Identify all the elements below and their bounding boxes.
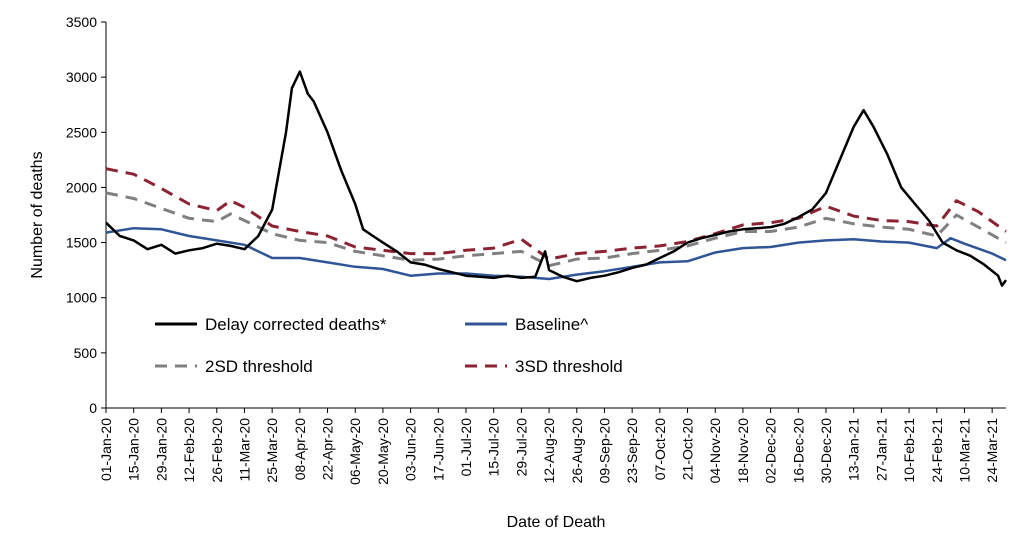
x-tick-label: 10-Mar-21 [956, 418, 972, 483]
y-tick-label: 3000 [66, 69, 97, 85]
legend: Delay corrected deaths* Baseline^ 2SD thre… [155, 315, 623, 376]
series-layer [105, 70, 1008, 287]
y-tick-label: 500 [74, 345, 98, 361]
y-tick-label: 2000 [66, 179, 97, 195]
x-tick-label: 03-Jun-20 [403, 418, 419, 481]
legend-label: Baseline^ [515, 315, 588, 334]
y-axis-title: Number of deaths [29, 151, 46, 278]
y-tick-label: 1500 [66, 235, 97, 251]
legend-label: 3SD threshold [515, 357, 623, 376]
legend-label: Delay corrected deaths* [205, 315, 387, 334]
x-tick-label: 26-Aug-20 [569, 418, 585, 484]
series-line-3 [105, 191, 1007, 268]
x-tick-label: 30-Dec-20 [818, 418, 834, 484]
x-tick-label: 15-Jan-20 [126, 418, 142, 481]
x-tick-label: 11-Mar-20 [236, 418, 252, 482]
x-tick-label: 01-Jan-20 [98, 418, 114, 481]
x-tick-label: 09-Sep-20 [596, 418, 612, 484]
series-line-2 [105, 226, 1007, 281]
x-tick-label: 24-Mar-21 [984, 418, 1000, 483]
x-tick-label: 18-Nov-20 [735, 418, 751, 484]
x-tick-label: 22-Apr-20 [320, 418, 336, 480]
x-tick-label: 25-Mar-20 [264, 418, 280, 483]
x-tick-label: 20-May-20 [375, 418, 391, 485]
x-tick-label: 24-Feb-21 [929, 418, 945, 483]
x-tick-label: 16-Dec-20 [790, 418, 806, 484]
x-tick-label: 13-Jan-21 [846, 418, 862, 481]
x-tick-label: 12-Aug-20 [541, 418, 557, 484]
x-tick-label: 12-Feb-20 [181, 418, 197, 483]
x-tick-label: 29-Jan-20 [153, 418, 169, 481]
axes: 0 500 1000 1500 2000 2500 3000 3500 01-Jan-20 15-… [66, 14, 1006, 485]
x-axis-title: Date of Death [507, 514, 606, 531]
x-tick-label: 06-May-20 [347, 418, 363, 485]
y-tick-label: 0 [89, 400, 97, 416]
x-tick-label: 27-Jan-21 [873, 418, 889, 481]
x-tick-label: 10-Feb-21 [901, 418, 917, 483]
y-tick-label: 1000 [66, 290, 97, 306]
legend-label: 2SD threshold [205, 357, 313, 376]
x-tick-label: 17-Jun-20 [430, 418, 446, 481]
x-tick-label: 23-Sep-20 [624, 418, 640, 484]
x-tick-label: 02-Dec-20 [763, 418, 779, 484]
x-tick-label: 21-Oct-20 [680, 418, 696, 480]
x-tick-label: 01-Jul-20 [458, 418, 474, 477]
x-tick-label: 29-Jul-20 [513, 418, 529, 477]
y-tick-label: 3500 [66, 14, 97, 30]
series-line-1 [105, 70, 1008, 287]
y-tick-label: 2500 [66, 124, 97, 140]
x-tick-label: 07-Oct-20 [652, 418, 668, 480]
x-tick-label: 26-Feb-20 [209, 418, 225, 483]
x-tick-label: 15-Jul-20 [486, 418, 502, 477]
series-line-4 [105, 167, 1007, 261]
x-tick-label: 08-Apr-20 [292, 418, 308, 480]
x-tick-label: 04-Nov-20 [707, 418, 723, 484]
